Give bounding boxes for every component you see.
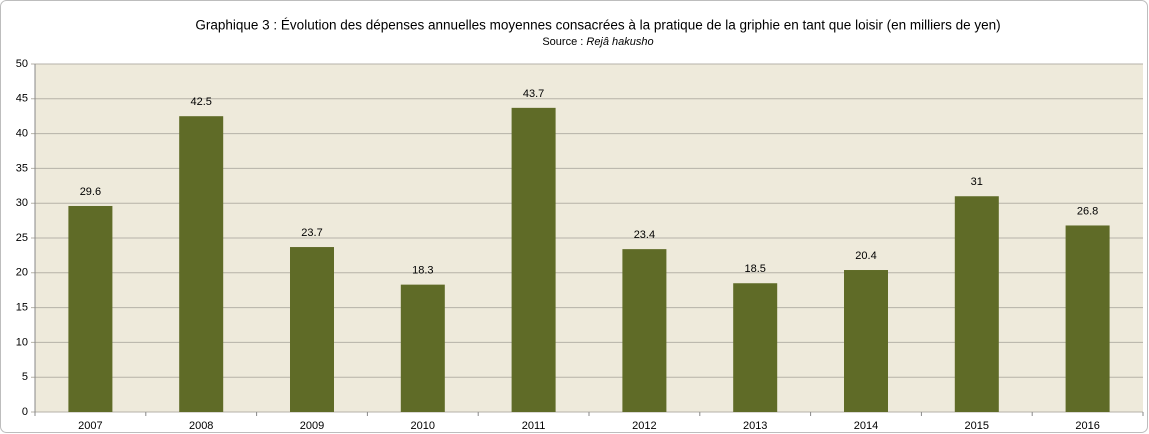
bar (733, 283, 778, 412)
x-tick-label: 2007 (78, 420, 102, 432)
bar (68, 205, 113, 412)
x-tick-label: 2013 (743, 420, 767, 432)
data-label: 43.7 (523, 88, 544, 100)
bar (290, 247, 334, 412)
data-label: 29.6 (80, 186, 101, 198)
y-tick-label: 30 (16, 197, 28, 209)
y-tick-label: 45 (16, 93, 28, 105)
data-label: 23.7 (301, 227, 322, 239)
x-tick-label: 2016 (1075, 420, 1099, 432)
x-tick-label: 2015 (965, 420, 989, 432)
data-label: 18.3 (412, 265, 433, 277)
data-label: 23.4 (634, 229, 655, 241)
x-tick-label: 2009 (300, 420, 324, 432)
y-tick-label: 35 (16, 162, 28, 174)
x-tick-label: 2012 (632, 420, 656, 432)
y-tick-label: 10 (16, 336, 28, 348)
y-tick-label: 50 (16, 58, 28, 70)
data-label: 20.4 (855, 250, 876, 262)
data-label: 26.8 (1077, 205, 1098, 217)
bar (622, 249, 667, 412)
bar (1065, 225, 1110, 412)
x-tick-label: 2014 (854, 420, 878, 432)
data-label: 18.5 (744, 263, 765, 275)
x-tick-label: 2010 (411, 420, 435, 432)
source-name: Rejâ hakusho (586, 36, 653, 48)
bar (400, 284, 445, 412)
x-tick-label: 2008 (189, 420, 213, 432)
source-label: Source : (542, 36, 583, 48)
bar (954, 196, 999, 412)
bar (844, 270, 888, 412)
y-tick-label: 20 (16, 267, 28, 279)
y-tick-label: 5 (22, 371, 28, 383)
y-tick-label: 15 (16, 302, 28, 314)
x-tick-label: 2011 (522, 420, 546, 432)
y-tick-label: 25 (16, 232, 28, 244)
data-label: 42.5 (190, 96, 211, 108)
bar (179, 116, 224, 412)
y-tick-label: 0 (22, 406, 28, 418)
y-tick-label: 40 (16, 128, 28, 140)
chart-source: Source : Rejâ hakusho (542, 36, 653, 48)
data-label: 31 (971, 176, 983, 188)
chart-title: Graphique 3 : Évolution des dépenses ann… (195, 18, 1000, 33)
bar (511, 107, 556, 413)
